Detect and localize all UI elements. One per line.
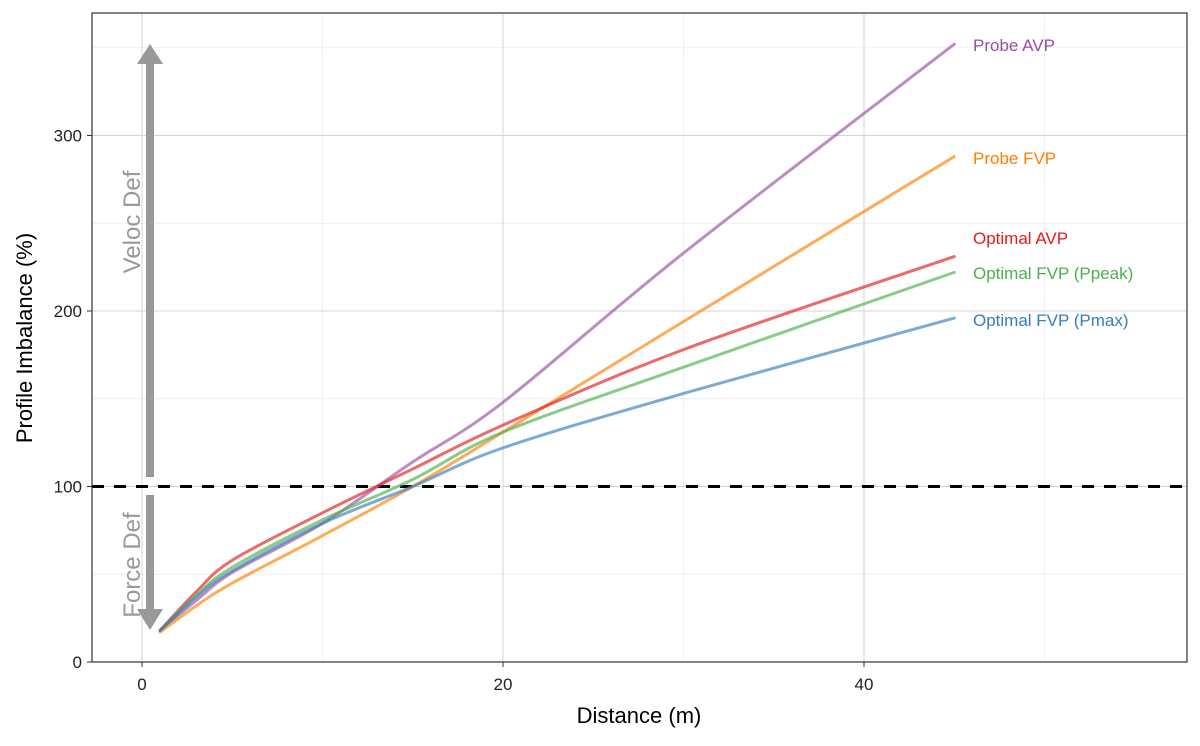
force-def-label: Force Def [119,512,146,618]
y-tick-label: 300 [54,127,82,146]
series-label: Optimal FVP (Pmax) [973,311,1129,330]
series-line-optimal-avp [158,255,956,632]
series-lines [158,42,956,634]
y-tick-label: 100 [54,478,82,497]
series-labels: Probe AVP Probe FVP Optimal AVP Optimal FVP… [973,36,1133,330]
veloc-def-label: Veloc Def [119,170,146,273]
y-tick-label: 0 [73,653,82,672]
plot-border [91,12,1188,663]
y-tick-label: 200 [54,302,82,321]
x-tick-label: 40 [855,675,874,694]
series-line-optimal-fvp-pmax- [158,316,956,632]
x-tick-label: 0 [137,675,146,694]
series-label: Optimal FVP (Ppeak) [973,264,1133,283]
annotation-arrows [137,44,163,630]
grid [92,13,1187,663]
y-axis-label: Profile Imbalance (%) [12,233,37,443]
series-label: Optimal AVP [973,229,1068,248]
x-tick-label: 20 [494,675,513,694]
series-label: Probe FVP [973,149,1056,168]
axis-ticks: 0 20 40 0 100 200 300 [54,127,874,695]
series-line-probe-avp [158,42,956,632]
series-line-probe-fvp [158,155,956,634]
series-label: Probe AVP [973,36,1055,55]
series-line-optimal-fvp-ppeak- [158,270,956,632]
arrow-up-head-icon [137,44,163,64]
arrow-down-head-icon [137,609,163,630]
x-axis-label: Distance (m) [577,703,702,728]
